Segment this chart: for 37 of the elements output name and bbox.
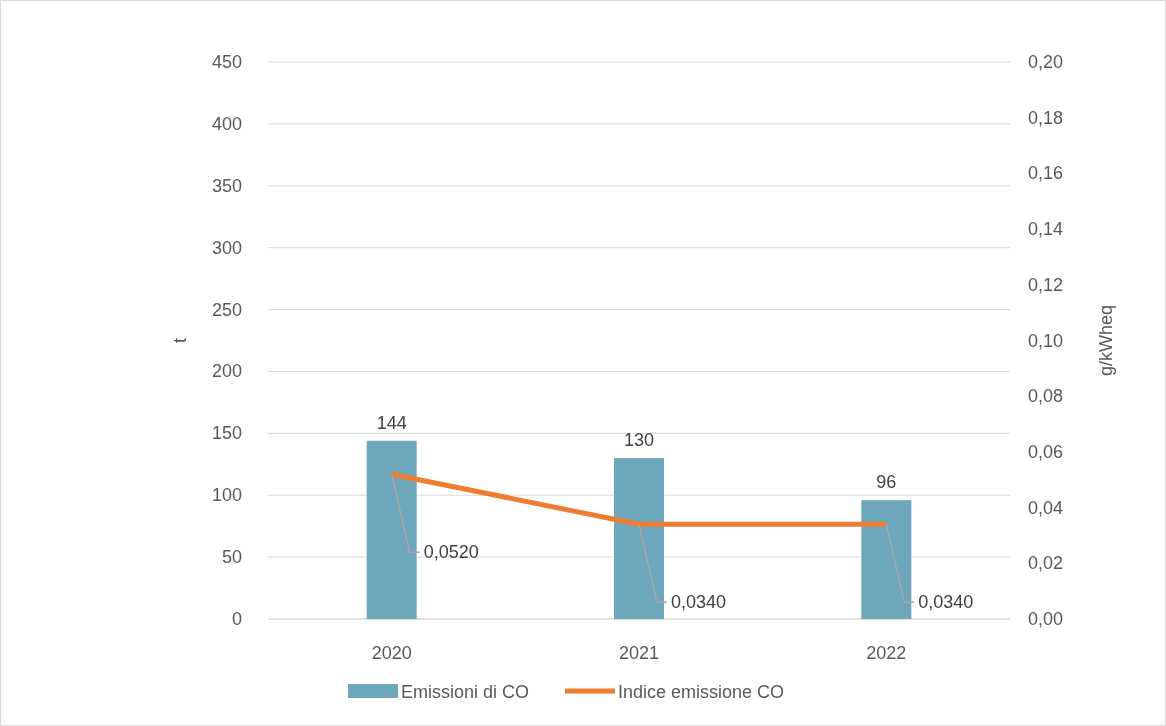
bar (366, 440, 417, 619)
y2-tick-label: 0,08 (1028, 386, 1064, 407)
y-tick-label: 350 (211, 175, 242, 196)
y-axis-title: t (170, 337, 190, 344)
y2-tick-label: 0,10 (1028, 330, 1064, 351)
y2-tick-label: 0,12 (1028, 274, 1064, 295)
bar (861, 500, 912, 619)
y2-tick-label: 0,16 (1028, 163, 1064, 184)
y2-tick-label: 0,18 (1028, 107, 1064, 128)
x-tick-label: 2020 (371, 643, 412, 663)
data-label: 0,0520 (423, 542, 479, 563)
y-tick-label: 50 (221, 547, 242, 568)
data-label: 0,0340 (918, 592, 974, 613)
y-tick-label: 0 (231, 609, 242, 629)
data-label: 0,0340 (671, 592, 727, 613)
y-tick-label: 100 (211, 485, 242, 506)
y-tick-label: 300 (211, 237, 242, 258)
y-tick-label: 450 (211, 52, 242, 72)
y2-tick-label: 0,06 (1028, 441, 1064, 462)
bar (614, 458, 664, 619)
y2-tick-label: 0,14 (1028, 219, 1064, 240)
y-tick-label: 250 (211, 299, 242, 320)
x-tick-label: 2021 (618, 643, 660, 663)
y2-tick-label: 0,20 (1028, 52, 1064, 72)
y-tick-label: 400 (211, 113, 242, 134)
y2-tick-label: 0,02 (1028, 553, 1064, 574)
x-tick-label: 2022 (866, 643, 907, 663)
data-label: 96 (876, 472, 897, 493)
y2-tick-label: 0,00 (1028, 609, 1064, 629)
y2-axis-title: g/kWheq (1096, 304, 1116, 377)
data-label: 130 (623, 430, 655, 451)
legend-label: Indice emissione CO (618, 682, 785, 702)
y2-tick-label: 0,04 (1028, 497, 1064, 518)
legend-label: Emissioni di CO (401, 682, 530, 702)
y-tick-label: 150 (211, 423, 242, 444)
y-tick-label: 200 (211, 361, 242, 382)
data-label: 144 (376, 412, 407, 433)
